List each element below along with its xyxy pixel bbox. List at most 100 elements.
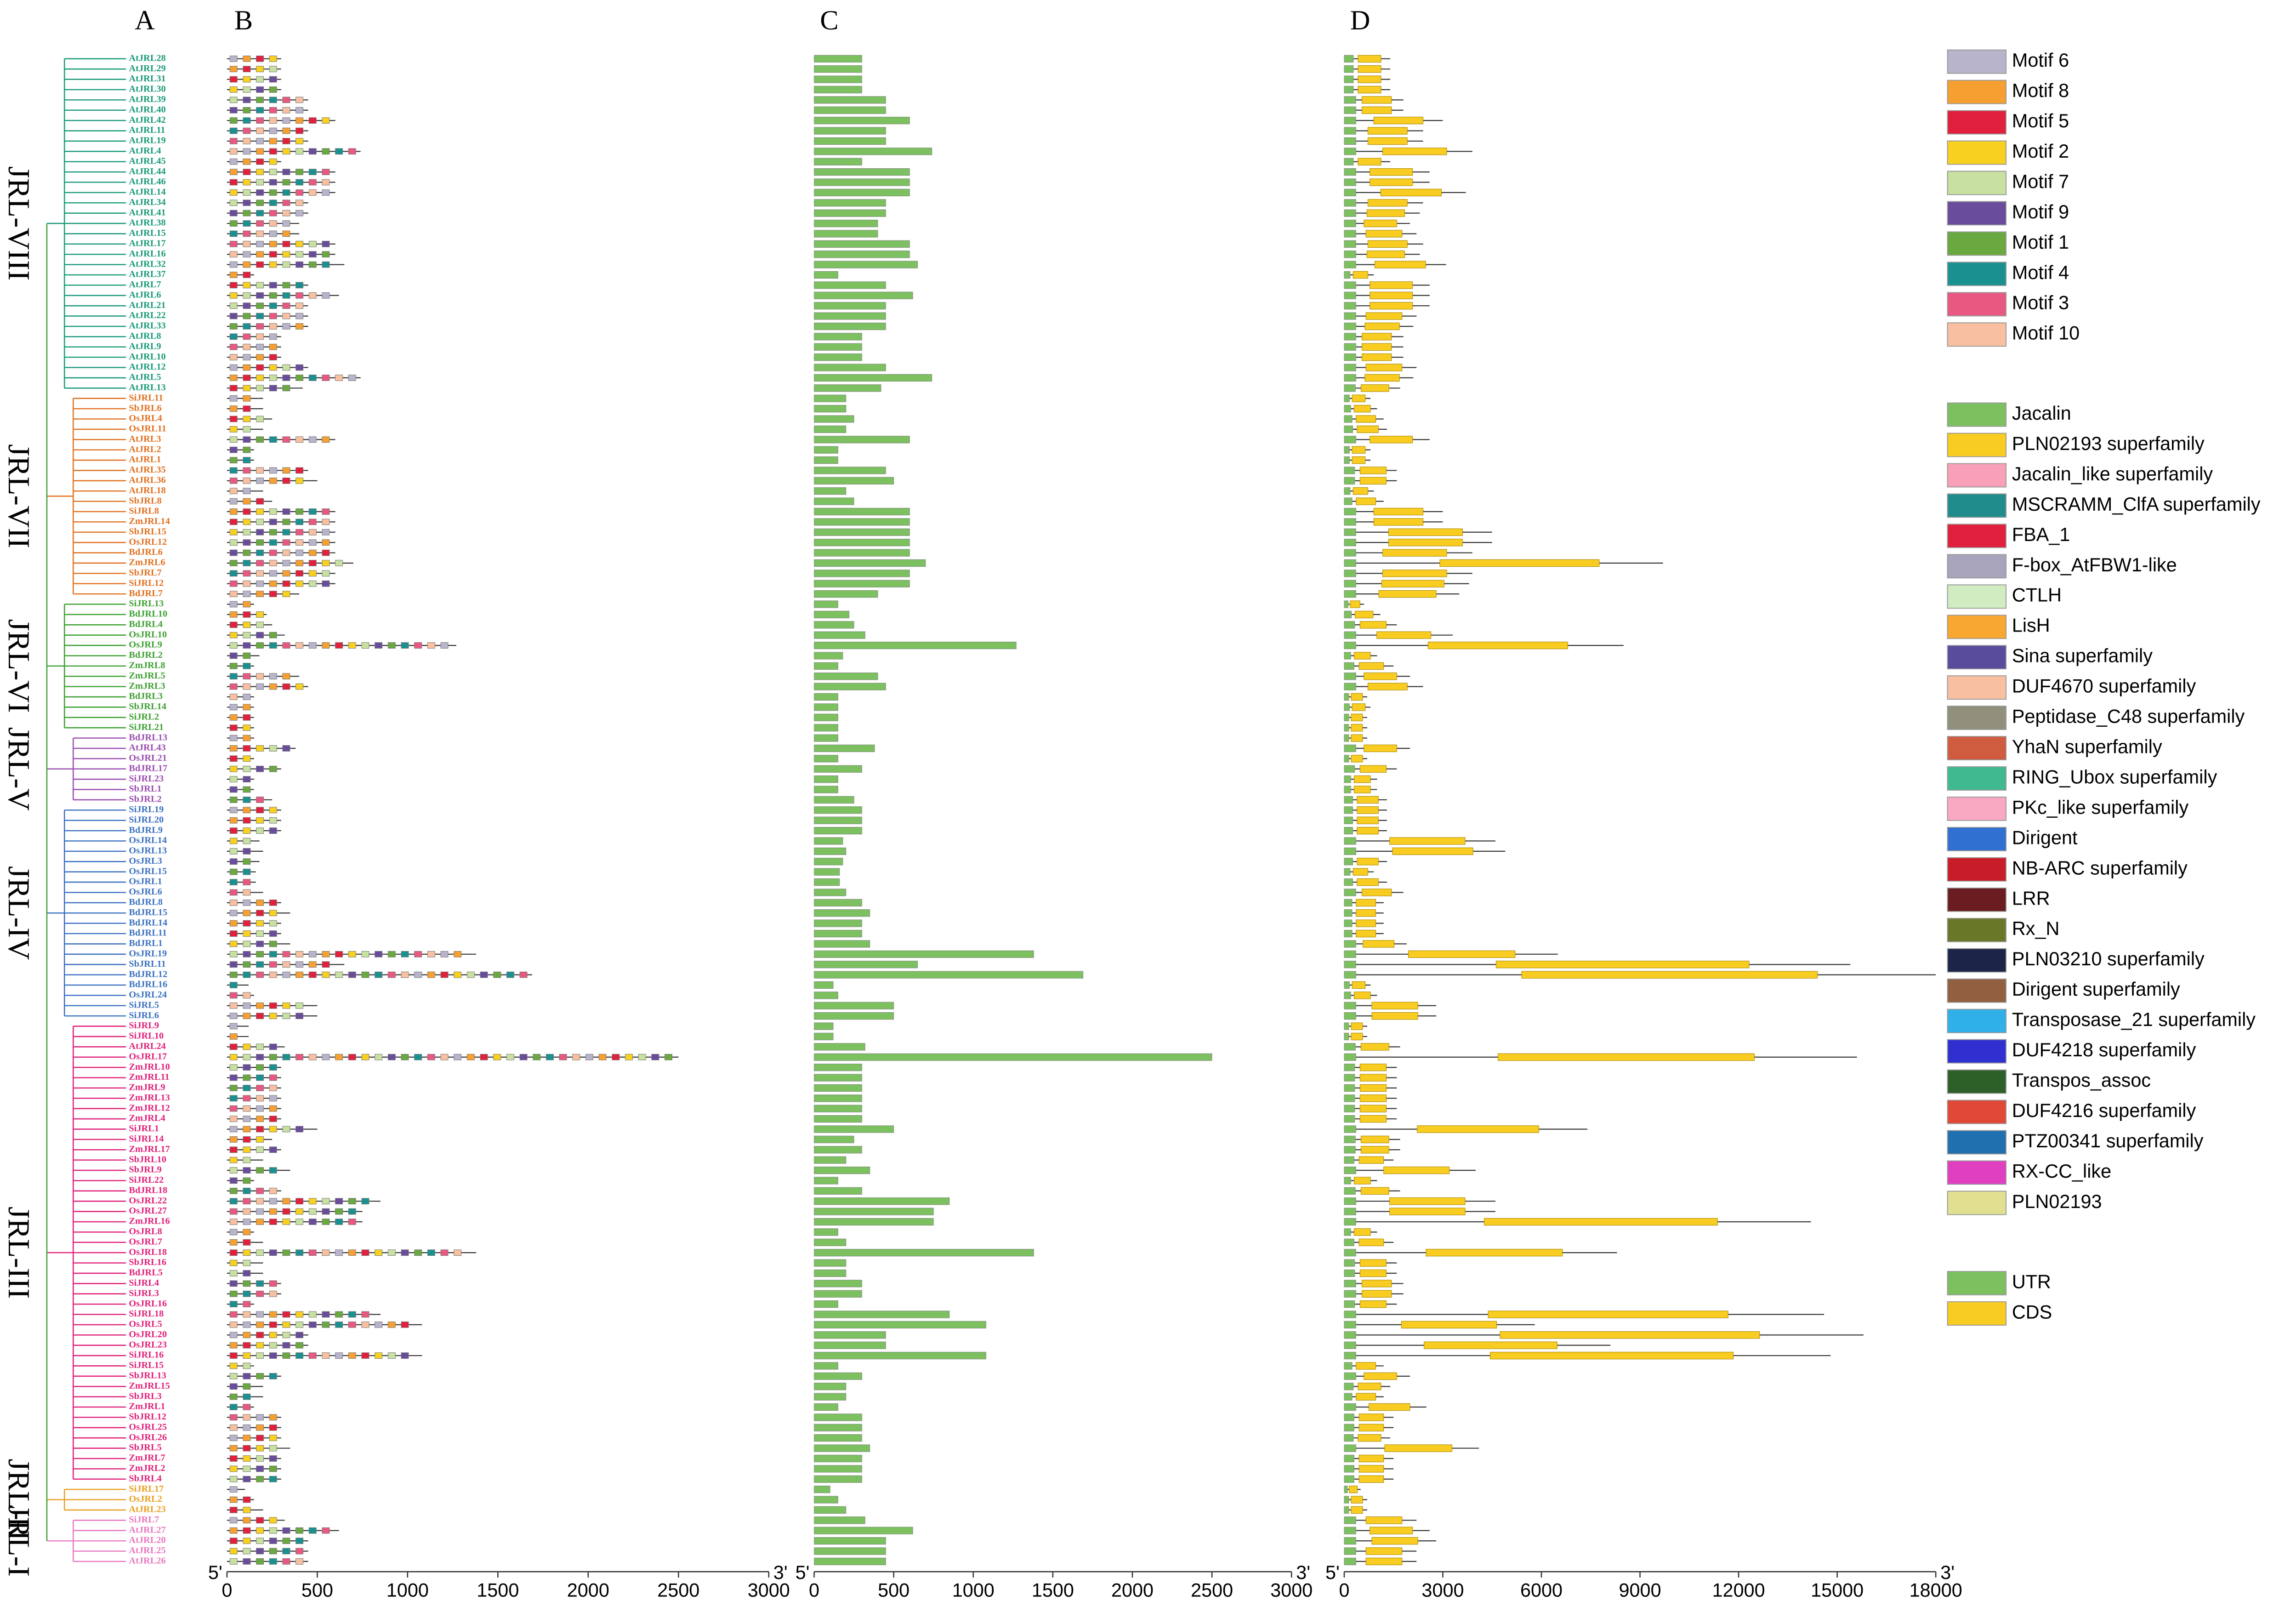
- motif-box: [229, 673, 238, 680]
- motif-box: [256, 1465, 264, 1472]
- motif-box: [296, 508, 304, 515]
- motif-box: [243, 879, 251, 885]
- motif-box: [229, 1383, 238, 1390]
- motif-box: [296, 169, 304, 175]
- tick-label: 1500: [477, 1579, 519, 1601]
- gene-label: AtJRL37: [129, 269, 165, 279]
- motif-box: [322, 1311, 330, 1318]
- cds: [1521, 971, 1818, 979]
- utr: [1344, 528, 1356, 536]
- legend-swatch: [1947, 1271, 2007, 1295]
- motif-box: [335, 1311, 343, 1318]
- utr: [1344, 497, 1353, 505]
- legend-label: Sina superfamily: [2012, 645, 2153, 667]
- domain-bar: [814, 971, 1084, 979]
- motif-box: [229, 858, 238, 865]
- gene-label: SbJRL16: [129, 1257, 166, 1267]
- motif-box: [322, 117, 330, 124]
- gene-label: SbJRL12: [129, 1412, 166, 1422]
- motif-box: [256, 169, 264, 175]
- utr: [1344, 446, 1350, 454]
- gene-label: ZmJRL5: [129, 671, 165, 681]
- domain-bar: [814, 992, 838, 999]
- motif-box: [269, 467, 277, 474]
- motif-box: [243, 498, 251, 505]
- motif-box: [322, 539, 330, 546]
- utr: [1344, 786, 1351, 793]
- motif-box: [243, 1167, 251, 1174]
- domain-bar: [814, 219, 878, 228]
- motif-box: [269, 1373, 277, 1379]
- motif-box: [335, 375, 343, 381]
- motif-box: [665, 1054, 672, 1060]
- motif-box: [375, 1054, 383, 1060]
- cds: [1353, 786, 1371, 793]
- cds: [1381, 580, 1444, 587]
- gene-label: AtJRL27: [129, 1525, 165, 1535]
- motif-box: [440, 951, 449, 957]
- utr: [1344, 1177, 1351, 1185]
- utr: [1344, 322, 1356, 331]
- cds: [1365, 364, 1403, 371]
- motif-box: [243, 1043, 251, 1050]
- motif-box: [308, 261, 317, 268]
- motif-box: [256, 580, 264, 587]
- motif-box: [243, 1527, 251, 1534]
- motif-box: [322, 1208, 330, 1215]
- motif-box: [375, 642, 383, 649]
- motif-box: [282, 1332, 290, 1339]
- motif-box: [229, 261, 238, 268]
- cds: [1351, 1022, 1363, 1030]
- motif-box: [229, 868, 238, 875]
- motif-box: [322, 570, 330, 577]
- motif-box: [269, 282, 277, 289]
- motif-box: [229, 1146, 238, 1153]
- motif-box: [243, 900, 251, 906]
- motif-box: [229, 632, 238, 638]
- motif-box: [493, 971, 501, 978]
- axis-end: 3': [773, 1562, 788, 1583]
- domain-bar: [814, 374, 932, 382]
- cds: [1358, 65, 1381, 73]
- legend-swatch: [1947, 887, 2007, 912]
- legend-label: LisH: [2012, 615, 2050, 636]
- motif-box: [243, 272, 251, 278]
- motif-box: [256, 817, 264, 824]
- gene-label: AtJRL13: [129, 382, 165, 393]
- motif-box: [229, 1548, 238, 1555]
- gene-label: AtJRL14: [129, 187, 165, 197]
- motif-box: [506, 1054, 514, 1060]
- motif-box: [269, 827, 277, 834]
- motif-box: [229, 1064, 238, 1071]
- motif-box: [243, 1126, 251, 1133]
- motif-box: [229, 1126, 238, 1133]
- motif-box: [229, 292, 238, 299]
- motif-box: [651, 1054, 659, 1060]
- legend-label: CTLH: [2012, 585, 2062, 606]
- domain-bar: [814, 1187, 862, 1195]
- motif-box: [296, 189, 304, 196]
- domain-bar: [814, 1383, 847, 1390]
- motif-box: [269, 220, 277, 227]
- motif-box: [256, 282, 264, 289]
- motif-box: [440, 1249, 449, 1256]
- cds: [1353, 992, 1371, 999]
- motif-box: [256, 55, 264, 62]
- motif-box: [308, 1352, 317, 1359]
- motif-box: [308, 549, 317, 556]
- utr: [1344, 549, 1356, 557]
- cds: [1357, 796, 1379, 804]
- motif-box: [269, 1146, 277, 1153]
- utr: [1344, 137, 1356, 145]
- motif-box: [361, 1054, 369, 1060]
- motif-box: [256, 364, 264, 371]
- motif-box: [229, 1342, 238, 1349]
- motif-box: [269, 529, 277, 536]
- legend-swatch: [1947, 948, 2007, 973]
- domain-bar: [814, 724, 838, 732]
- utr: [1344, 251, 1356, 258]
- domain-bar: [814, 786, 838, 793]
- motif-box: [296, 148, 304, 155]
- motif-box: [282, 642, 290, 649]
- cds: [1358, 158, 1381, 165]
